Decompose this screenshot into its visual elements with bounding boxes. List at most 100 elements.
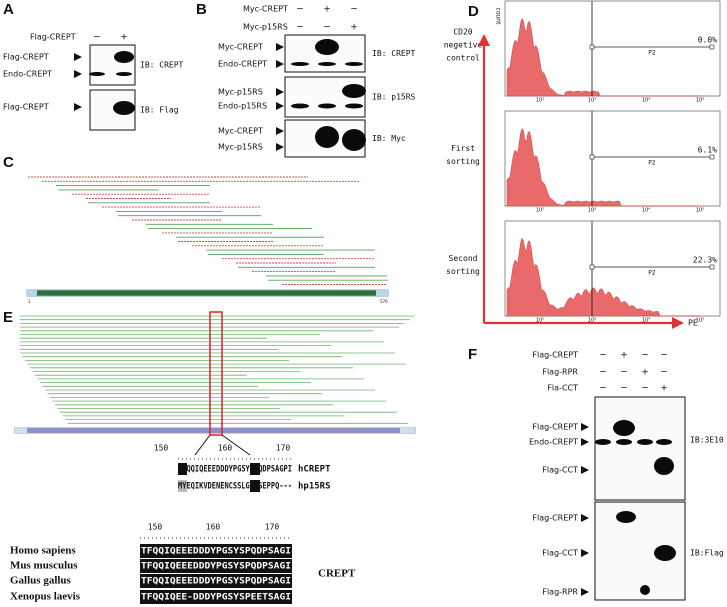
conserved-block (140, 544, 292, 558)
band (315, 126, 339, 148)
arrow (276, 102, 284, 110)
band-label: Flag-CCT (542, 466, 578, 475)
x-axis-label: PE (688, 319, 698, 328)
band-label: Myc-p15RS (218, 143, 263, 152)
band-label: Flag-CREPT (532, 423, 578, 432)
sign: − (323, 23, 331, 33)
x-tick-label: 10² (536, 208, 544, 214)
species-name: Mus musculus (10, 560, 78, 572)
condition-label: negetive (444, 41, 483, 50)
zoom-line (221, 434, 251, 456)
band (616, 511, 636, 523)
band-label: Flag-CREPT (3, 53, 49, 62)
condition-label: CD20 (453, 28, 472, 37)
x-tick-label: 10⁵ (696, 208, 704, 214)
ruler-label: 170 (276, 444, 291, 453)
sequence: MYEQIKVDENENCSSLGSPSEPPQ--- (178, 482, 292, 492)
band-label: Endo-p15RS (218, 102, 267, 111)
antibody-label: IB: p15RS (372, 93, 416, 102)
sign: + (350, 23, 358, 33)
sign: − (599, 368, 607, 378)
panel-label: F (468, 346, 477, 363)
percent-label: 0.0% (698, 36, 717, 45)
sequence-name: hp15RS (298, 482, 331, 492)
antibody-label: IB: CREPT (372, 49, 416, 58)
band (345, 62, 363, 66)
band (318, 62, 336, 66)
species-name: Xenopus laevis (10, 591, 81, 603)
conserved-block (140, 590, 292, 604)
sequence-name: hCREPT (298, 465, 331, 475)
gate-handle (709, 264, 715, 270)
blot (89, 44, 136, 86)
band (640, 585, 650, 595)
treatment-label: Flag-CREPT (30, 33, 76, 42)
treatment-label: Myc-CREPT (243, 5, 288, 14)
band (113, 101, 135, 115)
gate-handle (589, 154, 595, 160)
band (654, 545, 676, 561)
sign: + (660, 384, 668, 394)
sign: − (620, 384, 628, 394)
x-tick-label: 10³ (588, 98, 596, 104)
x-tick-label: 10⁴ (642, 208, 650, 214)
sign: − (620, 368, 628, 378)
conserved-block (178, 463, 187, 475)
percent-label: 22.3% (693, 256, 717, 265)
x-tick-label: 10² (536, 98, 544, 104)
y-axis-label: count (495, 8, 502, 26)
treatment-label: Flag-RPR (542, 368, 578, 377)
conserved-block (140, 559, 292, 573)
panel-label: E (3, 309, 13, 326)
antibody-label: IB: CREPT (140, 61, 184, 70)
band (318, 103, 336, 109)
band (616, 439, 632, 445)
arrow-head (672, 317, 684, 329)
arrow (581, 514, 589, 522)
gate-handle (709, 44, 715, 50)
condition-label: First (451, 144, 475, 153)
bar-end (376, 290, 388, 296)
band-label: Myc-p15RS (218, 88, 263, 97)
arrow (581, 466, 589, 474)
panel-label: A (3, 1, 14, 18)
sequence-bar (14, 427, 416, 434)
band (613, 420, 635, 436)
blot (594, 396, 686, 501)
sign: + (620, 351, 628, 361)
ruler-label: 150 (148, 523, 163, 532)
bar-end (15, 428, 27, 433)
gate-label: P2 (648, 160, 656, 167)
ruler-label: 160 (206, 523, 221, 532)
condition-label: Second (449, 254, 478, 263)
x-tick-label: 10³ (588, 208, 596, 214)
species-name: Gallus gallus (10, 575, 72, 587)
sequence-bar (26, 289, 389, 297)
gate-handle (589, 44, 595, 50)
zoom-line (194, 434, 211, 456)
band (342, 129, 366, 151)
sign: − (599, 351, 607, 361)
band (342, 84, 366, 98)
sequence: TFQQIQEEEDDDYPGSYSPQDPSAGI (141, 562, 291, 572)
band (345, 103, 363, 109)
treatment-label: Fla-CCT (547, 384, 578, 393)
band (291, 62, 309, 66)
band-label: Flag-RPR (542, 588, 578, 597)
treatment-label: Myc-p15RS (243, 23, 288, 32)
arrow (74, 70, 82, 78)
band (315, 39, 339, 55)
ruler-label: 150 (154, 444, 169, 453)
band-label: Endo-CREPT (218, 60, 267, 69)
sign: + (120, 33, 128, 43)
sequence: TFQQIQEEEDDDYPGSYSPQDPSAGPI (178, 465, 292, 475)
band-label: Flag-CREPT (532, 514, 578, 523)
antibody-label: IB:3E10 (690, 436, 724, 445)
highlight-box (209, 311, 223, 436)
x-tick-label: 10⁴ (642, 318, 650, 324)
sign: − (296, 5, 304, 15)
x-tick-label: 10⁵ (696, 318, 704, 324)
x-tick-label: 10⁵ (696, 98, 704, 104)
band (114, 51, 134, 63)
panel-label: C (3, 154, 14, 171)
